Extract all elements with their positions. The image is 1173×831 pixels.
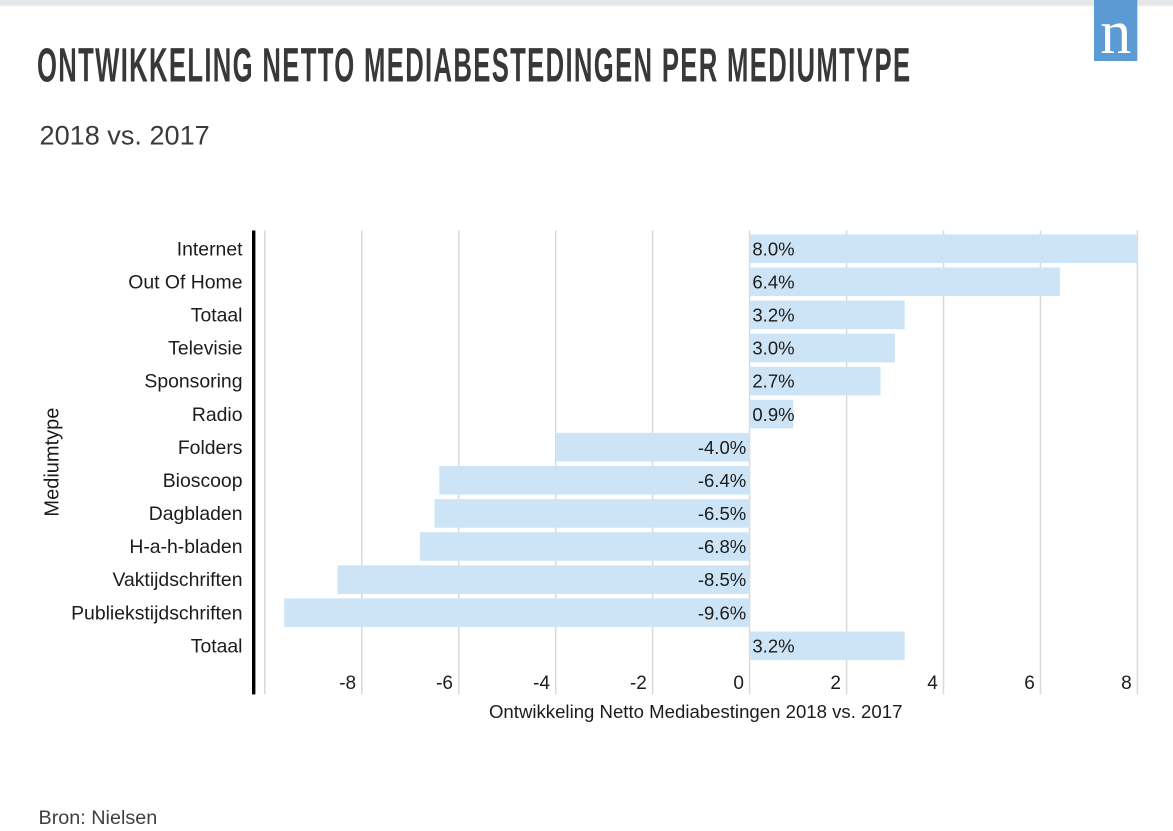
svg-text:-2: -2 <box>630 673 647 694</box>
svg-text:0: 0 <box>733 673 744 694</box>
svg-text:-6.5%: -6.5% <box>698 503 746 524</box>
svg-text:6: 6 <box>1024 673 1035 694</box>
svg-text:2: 2 <box>830 673 841 694</box>
svg-text:Totaal: Totaal <box>191 305 243 327</box>
svg-text:Televisie: Televisie <box>168 338 242 360</box>
svg-text:-4.0%: -4.0% <box>698 437 746 458</box>
svg-text:Dagbladen: Dagbladen <box>149 503 243 525</box>
svg-text:-6: -6 <box>436 673 453 694</box>
svg-text:-6.8%: -6.8% <box>698 536 746 557</box>
svg-text:Folders: Folders <box>178 437 243 459</box>
svg-text:3.2%: 3.2% <box>752 305 794 326</box>
svg-text:4: 4 <box>927 673 938 694</box>
svg-text:Publiekstijdschriften: Publiekstijdschriften <box>71 602 242 624</box>
svg-text:6.4%: 6.4% <box>752 271 794 292</box>
svg-text:Sponsoring: Sponsoring <box>144 371 242 393</box>
svg-text:3.0%: 3.0% <box>752 338 794 359</box>
svg-text:Out Of Home: Out Of Home <box>128 271 242 293</box>
svg-text:2.7%: 2.7% <box>752 371 794 392</box>
svg-text:-9.6%: -9.6% <box>698 602 746 623</box>
svg-text:8: 8 <box>1121 673 1132 694</box>
svg-text:0.9%: 0.9% <box>752 404 794 425</box>
svg-text:Ontwikkeling Netto Mediabestin: Ontwikkeling Netto Mediabestingen 2018 v… <box>489 701 902 722</box>
svg-text:Vaktijdschriften: Vaktijdschriften <box>112 569 242 591</box>
svg-text:2018 vs. 2017: 2018 vs. 2017 <box>40 120 210 151</box>
svg-text:-8.5%: -8.5% <box>698 569 746 590</box>
svg-text:Mediumtype: Mediumtype <box>42 408 64 517</box>
svg-text:Bioscoop: Bioscoop <box>163 470 243 492</box>
svg-text:8.0%: 8.0% <box>752 238 794 259</box>
svg-text:H-a-h-bladen: H-a-h-bladen <box>129 536 242 558</box>
svg-text:Radio: Radio <box>192 404 243 426</box>
svg-text:n: n <box>1100 0 1131 67</box>
svg-text:Totaal: Totaal <box>191 635 243 657</box>
svg-text:-8: -8 <box>339 673 356 694</box>
svg-text:3.2%: 3.2% <box>752 635 794 656</box>
svg-text:Internet: Internet <box>177 238 243 260</box>
svg-text:-6.4%: -6.4% <box>698 470 746 491</box>
svg-text:Bron: Nielsen: Bron: Nielsen <box>39 807 158 829</box>
svg-text:-4: -4 <box>533 673 550 694</box>
svg-text:ONTWIKKELING NETTO MEDIABESTED: ONTWIKKELING NETTO MEDIABESTEDINGEN PER … <box>37 39 911 93</box>
